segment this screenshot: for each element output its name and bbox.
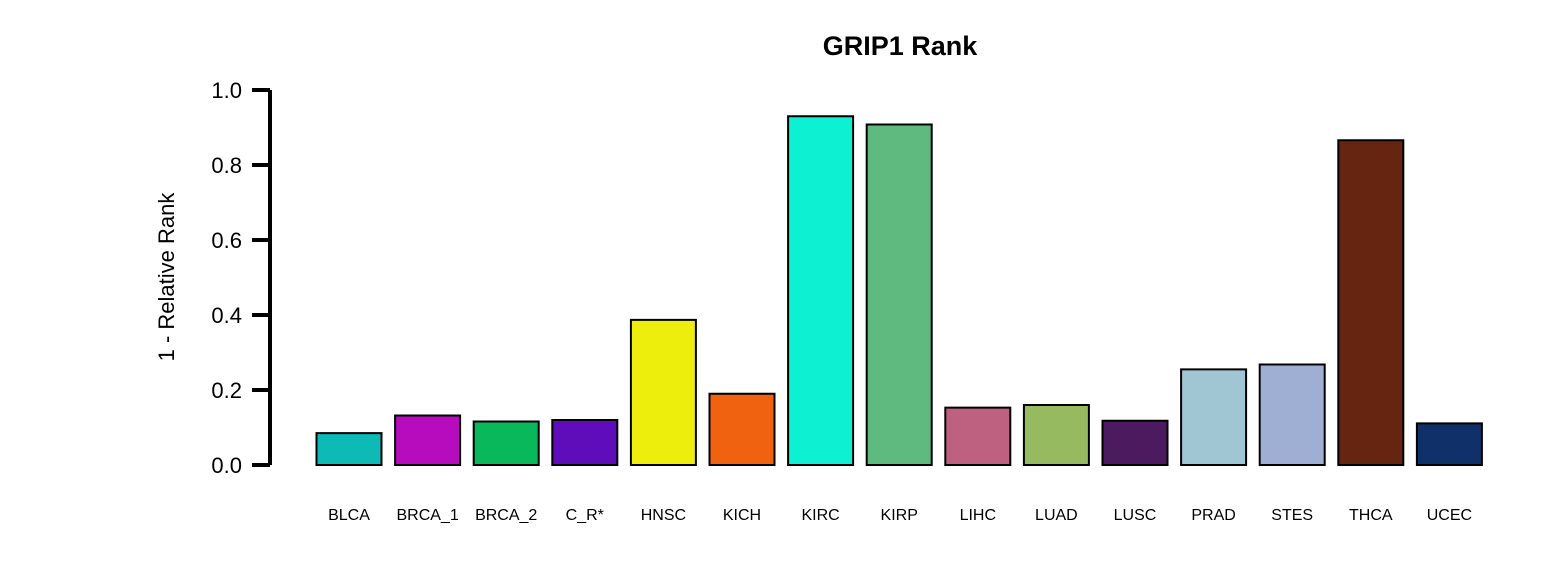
y-tick-label: 0.0 [211, 453, 242, 478]
y-tick-label: 0.6 [211, 228, 242, 253]
x-tick-label: BRCA_2 [475, 507, 537, 524]
x-tick-label: KICH [723, 507, 761, 524]
y-tick-label: 1.0 [211, 78, 242, 103]
x-tick-label: STES [1271, 507, 1313, 524]
bar-kirp [865, 123, 933, 466]
x-tick-label: HNSC [641, 507, 686, 524]
y-tick-label: 0.8 [211, 153, 242, 178]
x-tick-label: KIRP [881, 507, 918, 524]
x-tick-label: C_R* [566, 507, 604, 524]
bar-blca [315, 432, 383, 466]
x-tick-label: LUSC [1114, 507, 1157, 524]
bar-luad [1022, 404, 1090, 466]
bar-c-r- [551, 419, 619, 466]
x-tick-label: UCEC [1427, 507, 1472, 524]
x-tick-label: THCA [1349, 507, 1393, 524]
bar-kich [708, 392, 776, 466]
y-tick-label: 0.2 [211, 378, 242, 403]
bar-thca [1337, 139, 1405, 466]
bar-kirc [787, 115, 855, 466]
chart-title: GRIP1 Rank [823, 31, 979, 61]
bar-hnsc [629, 318, 697, 466]
y-axis-label: 1 - Relative Rank [154, 192, 179, 362]
x-tick-label: BRCA_1 [396, 507, 458, 524]
x-tick-labels: BLCA BRCA_1 BRCA_2 C_R* HNSC KICH KIRC KIRP LIHC… [328, 507, 1472, 524]
bar-brca-2 [472, 420, 540, 466]
bar-lihc [944, 406, 1012, 466]
x-tick-label: PRAD [1191, 507, 1235, 524]
bars-group [315, 115, 1483, 466]
x-tick-label: LUAD [1035, 507, 1078, 524]
bar-prad [1180, 368, 1248, 466]
bar-brca-1 [394, 414, 462, 466]
x-tick-label: LIHC [960, 507, 996, 524]
y-axis: 0.0 0.2 0.4 0.6 0.8 1.0 [211, 78, 272, 478]
bar-stes [1258, 363, 1326, 466]
bar-lusc [1101, 419, 1169, 466]
x-tick-label: KIRC [801, 507, 839, 524]
x-tick-label: BLCA [328, 507, 370, 524]
y-tick-label: 0.4 [211, 303, 242, 328]
bar-ucec [1415, 422, 1483, 466]
